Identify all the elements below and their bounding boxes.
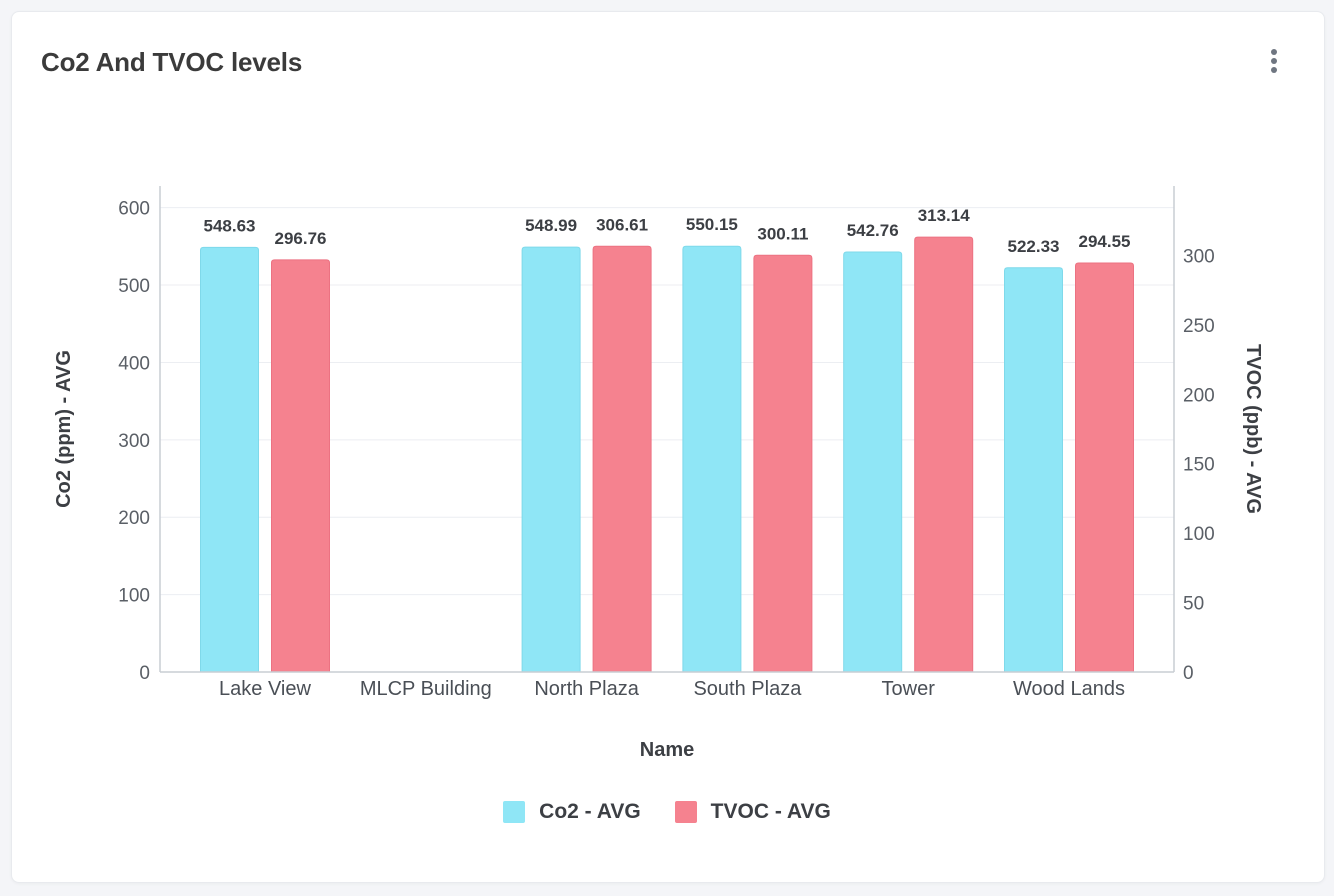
y-tick-label: 200	[118, 508, 150, 529]
bars	[200, 236, 1134, 673]
category-labels: Lake View MLCP Building North Plaza South P…	[219, 678, 1125, 700]
x-tick-label: MLCP Building	[360, 678, 492, 700]
bar	[1004, 267, 1063, 673]
x-tick-label: Wood Lands	[1013, 678, 1125, 700]
legend-item-tvoc[interactable]: TVOC - AVG	[674, 800, 831, 824]
bar	[914, 236, 974, 673]
data-label: 296.76	[275, 229, 327, 248]
value-labels: 548.63 296.76 548.99 306.61 550.15 300.11 542.…	[204, 206, 1131, 256]
data-label: 306.61	[596, 215, 648, 234]
legend-swatch-tvoc	[674, 801, 697, 823]
y2-tick-label: 250	[1183, 316, 1215, 337]
menu-dot	[1271, 58, 1277, 64]
bar	[271, 259, 330, 673]
legend-item-co2[interactable]: Co2 - AVG	[503, 800, 641, 824]
legend-swatch-co2	[503, 801, 526, 823]
x-tick-label: Tower	[882, 678, 936, 700]
data-label: 313.14	[918, 206, 971, 225]
x-tick-label: North Plaza	[534, 678, 639, 700]
bar	[1075, 262, 1134, 673]
legend-label-tvoc: TVOC - AVG	[710, 800, 831, 823]
x-tick-label: South Plaza	[693, 678, 802, 700]
bar	[682, 245, 742, 673]
y-tick-label: 400	[118, 353, 150, 374]
y2-tick-label: 300	[1183, 246, 1215, 267]
bar	[843, 251, 903, 673]
y-tick-label: 300	[118, 431, 150, 452]
x-tick-label: Lake View	[219, 678, 311, 700]
legend: Co2 - AVG TVOC - AVG	[0, 800, 1334, 824]
y2-tick-label: 150	[1183, 455, 1215, 476]
bar	[592, 245, 652, 673]
bar	[521, 246, 581, 673]
bar	[753, 254, 813, 673]
menu-dot	[1271, 67, 1277, 73]
data-label: 548.63	[204, 216, 256, 235]
data-label: 522.33	[1008, 237, 1060, 256]
data-label: 294.55	[1079, 232, 1131, 251]
y2-axis-title: TVOC (ppb) - AVG	[1242, 344, 1264, 514]
y2-tick-label: 200	[1183, 385, 1215, 406]
menu-dot	[1271, 49, 1277, 55]
y-tick-label: 600	[118, 199, 150, 220]
y-axis-title: Co2 (ppm) - AVG	[53, 350, 75, 508]
y-tick-label: 500	[118, 276, 150, 297]
bar	[200, 246, 259, 673]
more-vertical-icon[interactable]	[1262, 48, 1286, 74]
legend-label-co2: Co2 - AVG	[539, 800, 641, 823]
axes	[159, 186, 1175, 673]
card-title: Co2 And TVOC levels	[41, 47, 303, 77]
y-tick-label: 100	[118, 586, 150, 607]
data-label: 300.11	[757, 224, 808, 243]
data-label: 542.76	[847, 221, 899, 240]
tick-labels: 0 100 200 300 400 500 600 0 50 100 150 200 250 300	[118, 199, 1214, 684]
y2-tick-label: 0	[1183, 663, 1194, 684]
y2-tick-label: 50	[1183, 594, 1204, 615]
x-axis-title: Name	[640, 739, 694, 761]
y-tick-label: 0	[139, 663, 150, 684]
y2-tick-label: 100	[1183, 524, 1215, 545]
data-label: 550.15	[686, 215, 738, 234]
data-label: 548.99	[525, 216, 577, 235]
